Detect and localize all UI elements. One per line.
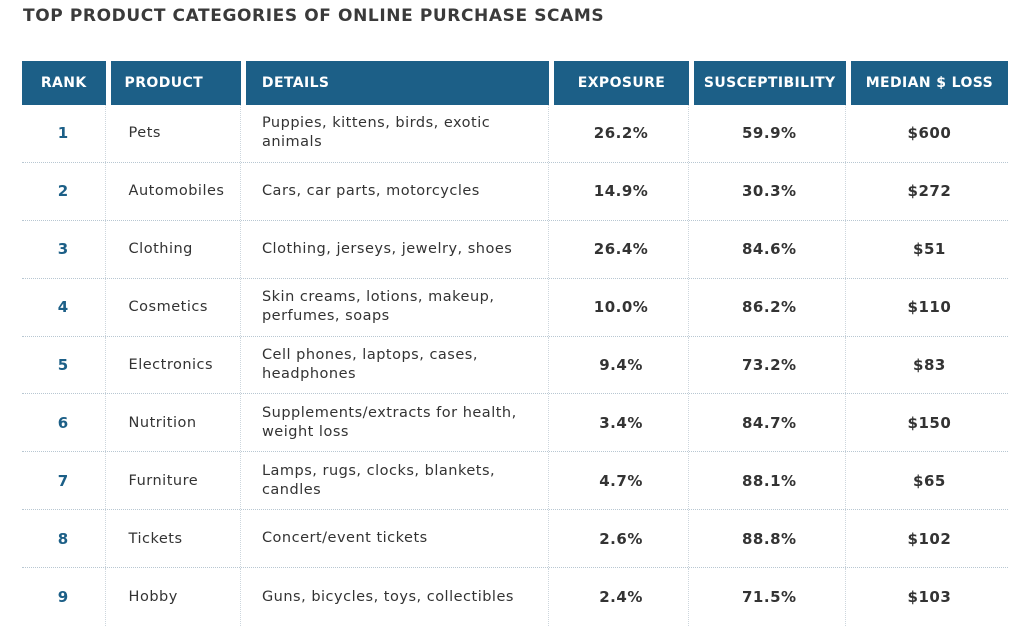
susceptibility-cell: 84.6% [694,220,846,278]
product-cell: Cosmetics [111,278,241,336]
product-cell: Clothing [111,220,241,278]
product-cell: Electronics [111,336,241,394]
susceptibility-cell: 71.5% [694,568,846,627]
rank-cell: 2 [22,162,106,220]
column-header-details: DETAILS [245,61,550,105]
details-cell: Lamps, rugs, clocks, blankets, candles [246,452,550,510]
median-loss-cell: $102 [907,529,952,548]
rank-cell: 4 [22,278,106,336]
median-loss-cell: $65 [913,471,946,490]
details-cell: Guns, bicycles, toys, collectibles [246,568,550,627]
details-cell: Supplements/extracts for health, weight … [246,394,550,452]
column-header-product: PRODUCT [110,61,241,105]
exposure-cell: 4.7% [554,452,689,510]
column-header-susceptibility: SUSCEPTIBILITY [693,61,846,105]
page-title: TOP PRODUCT CATEGORIES OF ONLINE PURCHAS… [23,6,605,26]
median-loss-cell: $272 [907,182,952,201]
table-row: 9 Hobby Guns, bicycles, toys, collectibl… [22,568,1008,627]
exposure-cell: 2.6% [554,510,689,568]
details-cell: Clothing, jerseys, jewelry, shoes [246,220,550,278]
table-header: RANK PRODUCT DETAILS EXPOSURE SUSCEPTIBI… [22,61,1008,105]
column-header-rank: RANK [22,61,106,105]
exposure-cell: 9.4% [554,336,689,394]
product-cell: Tickets [111,510,241,568]
susceptibility-cell: 73.2% [694,336,846,394]
rank-cell: 5 [22,336,106,394]
details-cell: Concert/event tickets [246,510,550,568]
product-cell: Hobby [111,568,241,627]
median-loss-cell: $103 [907,588,952,607]
rank-cell: 6 [22,394,106,452]
exposure-cell: 10.0% [554,278,689,336]
table-row: 7 Furniture Lamps, rugs, clocks, blanket… [22,452,1008,511]
susceptibility-cell: 88.8% [694,510,846,568]
rank-cell: 8 [22,510,106,568]
table-row: 4 Cosmetics Skin creams, lotions, makeup… [22,278,1008,337]
scams-table: RANK PRODUCT DETAILS EXPOSURE SUSCEPTIBI… [22,61,1008,627]
median-loss-cell: $51 [913,240,946,259]
rank-cell: 7 [22,452,106,510]
table-row: 1 Pets Puppies, kittens, birds, exotic a… [22,105,1008,163]
exposure-cell: 2.4% [554,568,689,627]
table-row: 6 Nutrition Supplements/extracts for hea… [22,394,1008,453]
median-loss-cell: $600 [907,124,952,143]
median-loss-cell: $83 [913,356,946,374]
table-row: 5 Electronics Cell phones, laptops, case… [22,336,1008,395]
exposure-cell: 3.4% [554,394,689,452]
table-body: 1 Pets Puppies, kittens, birds, exotic a… [22,105,1008,627]
susceptibility-cell: 84.7% [694,394,846,452]
column-header-exposure: EXPOSURE [554,61,689,105]
product-cell: Furniture [111,452,241,510]
median-loss-cell: $110 [907,298,952,317]
exposure-cell: 26.2% [554,105,689,162]
rank-cell: 3 [22,220,106,278]
details-cell: Puppies, kittens, birds, exotic animals [246,105,550,162]
table-row: 2 Automobiles Cars, car parts, motorcycl… [22,162,1008,221]
details-cell: Skin creams, lotions, makeup, perfumes, … [246,278,550,336]
susceptibility-cell: 30.3% [694,162,846,220]
product-cell: Pets [111,105,241,162]
susceptibility-cell: 59.9% [694,105,846,162]
column-header-median-loss: MEDIAN $ LOSS [850,61,1008,105]
rank-cell: 1 [22,105,106,162]
exposure-cell: 26.4% [554,220,689,278]
details-cell: Cars, car parts, motorcycles [246,162,550,220]
product-cell: Nutrition [111,394,241,452]
rank-cell: 9 [22,568,106,627]
exposure-cell: 14.9% [554,162,689,220]
susceptibility-cell: 86.2% [694,278,846,336]
details-cell: Cell phones, laptops, cases, headphones [246,336,550,394]
product-cell: Automobiles [111,162,241,220]
median-loss-cell: $150 [907,413,952,432]
table-row: 8 Tickets Concert/event tickets 2.6% 88.… [22,510,1008,569]
table-row: 3 Clothing Clothing, jerseys, jewelry, s… [22,220,1008,279]
susceptibility-cell: 88.1% [694,452,846,510]
